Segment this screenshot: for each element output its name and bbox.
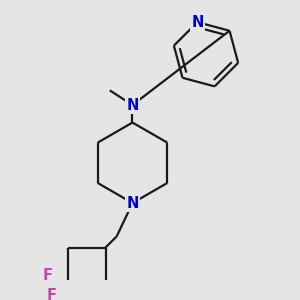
Text: N: N xyxy=(191,15,204,30)
Text: F: F xyxy=(46,288,57,300)
Text: F: F xyxy=(43,268,53,284)
Text: N: N xyxy=(126,98,139,112)
Text: N: N xyxy=(126,196,139,211)
